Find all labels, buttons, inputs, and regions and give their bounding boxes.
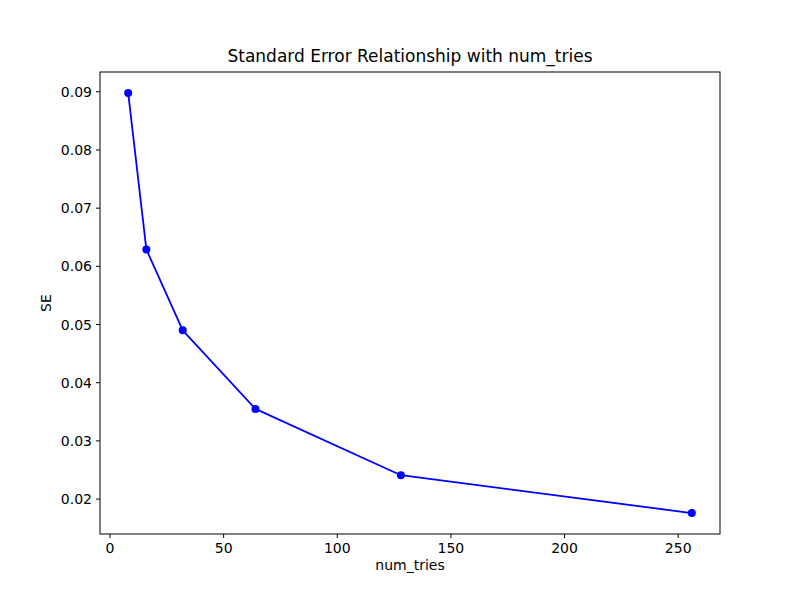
y-tick-label: 0.05: [61, 317, 92, 333]
y-tick-label: 0.06: [61, 258, 92, 274]
data-point: [397, 471, 405, 479]
x-tick-label: 0: [106, 540, 115, 556]
y-tick-label: 0.02: [61, 491, 92, 507]
y-tick-label: 0.04: [61, 375, 92, 391]
data-point: [688, 509, 696, 517]
data-point: [251, 405, 259, 413]
se-line: [128, 93, 692, 513]
y-tick-label: 0.07: [61, 200, 92, 216]
y-tick-label: 0.09: [61, 84, 92, 100]
y-axis-label: SE: [38, 294, 54, 312]
chart-canvas: Standard Error Relationship with num_tri…: [0, 0, 800, 600]
x-tick-label: 50: [215, 540, 233, 556]
x-axis-label: num_tries: [375, 557, 444, 573]
plot-area: 0 50 100 150 200 250 0.02 0.03 0.04 0.05 0.06 0.07 0…: [61, 72, 720, 556]
figure: Standard Error Relationship with num_tri…: [0, 0, 800, 600]
x-tick-label: 100: [324, 540, 351, 556]
y-tick-label: 0.08: [61, 142, 92, 158]
y-tick-label: 0.03: [61, 433, 92, 449]
x-tick-label: 200: [551, 540, 578, 556]
data-point: [124, 89, 132, 97]
chart-title: Standard Error Relationship with num_tri…: [227, 46, 592, 67]
x-tick-label: 250: [665, 540, 692, 556]
data-point: [142, 245, 150, 253]
axes-frame: [100, 72, 720, 534]
x-tick-label: 150: [438, 540, 465, 556]
data-point: [179, 326, 187, 334]
